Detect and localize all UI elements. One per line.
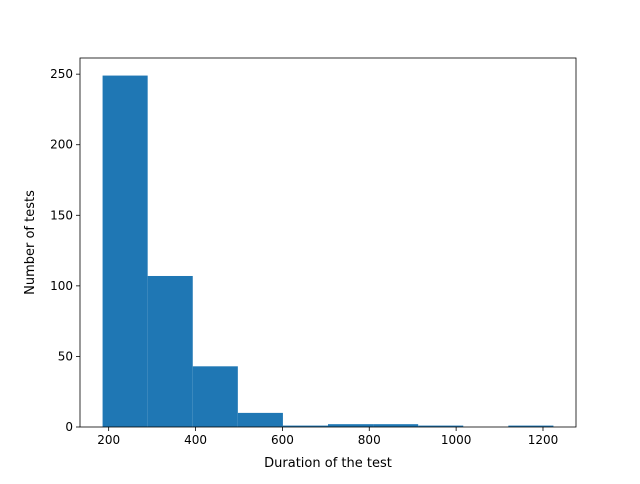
x-ticks-group: 200 400 600 800 1000 1200 (97, 427, 558, 447)
histogram-bar-8 (418, 425, 464, 427)
histogram-bar-3 (192, 366, 238, 427)
y-axis-label: Number of tests (23, 190, 38, 295)
histogram-bar-6 (328, 424, 374, 427)
y-tick-label: 250 (50, 67, 73, 81)
x-tick-label: 1200 (528, 433, 559, 447)
x-axis-label: Duration of the test (264, 456, 392, 471)
histogram-bar-10 (508, 425, 554, 427)
y-ticks-group: 0 50 100 150 200 250 (50, 67, 80, 434)
axes-frame (79, 57, 577, 428)
histogram-bar-7 (373, 424, 419, 427)
y-tick-label: 200 (50, 138, 73, 152)
y-tick-label: 150 (50, 208, 73, 222)
x-tick-label: 600 (271, 433, 294, 447)
histogram-bar-1 (102, 75, 148, 428)
y-tick-label: 50 (58, 349, 73, 363)
bars-group (102, 75, 554, 428)
y-tick-label: 0 (65, 420, 73, 434)
x-tick-label: 1000 (441, 433, 472, 447)
histogram-bar-2 (147, 275, 193, 427)
histogram-bar-5 (282, 425, 328, 427)
x-tick-label: 800 (358, 433, 381, 447)
histogram-bar-4 (237, 412, 283, 427)
x-tick-label: 400 (184, 433, 207, 447)
y-tick-label: 100 (50, 279, 73, 293)
x-tick-label: 200 (97, 433, 120, 447)
